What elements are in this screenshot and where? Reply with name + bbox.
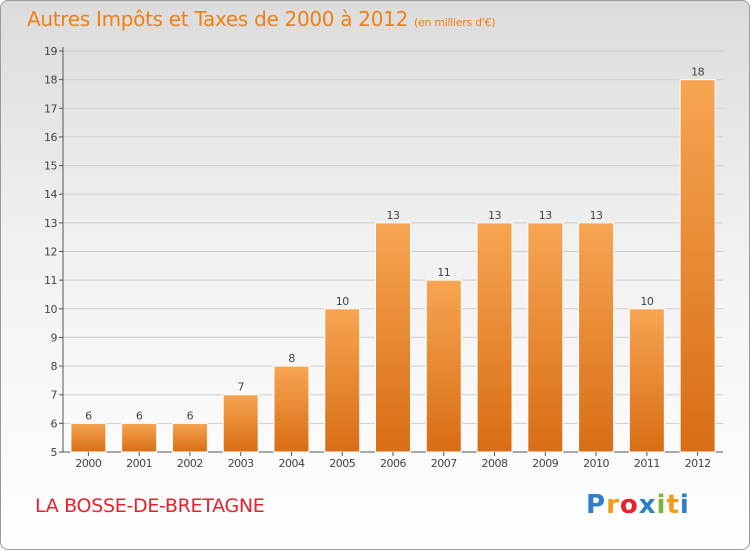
bar-value-label: 10: [336, 295, 349, 308]
logo-letter: o: [619, 490, 639, 520]
x-tick-label: 2001: [126, 457, 152, 470]
logo-letter: x: [638, 490, 657, 520]
y-tick-label: 9: [51, 331, 58, 344]
bar: [578, 222, 615, 453]
bar: [425, 279, 462, 453]
logo-letter: P: [586, 490, 607, 520]
bar: [273, 365, 310, 453]
y-tick-label: 15: [44, 160, 57, 173]
x-tick-label: 2000: [75, 457, 101, 470]
x-tick-label: 2002: [177, 457, 203, 470]
y-tick-label: 12: [44, 246, 57, 259]
bar: [222, 394, 259, 453]
x-tick-label: 2005: [329, 457, 355, 470]
x-tick-label: 2010: [583, 457, 609, 470]
bar-value-label: 8: [288, 352, 295, 365]
x-tick-label: 2011: [634, 457, 660, 470]
bar: [679, 79, 716, 453]
bar-value-label: 11: [437, 266, 450, 279]
x-tick-label: 2009: [532, 457, 558, 470]
y-tick-label: 5: [51, 446, 58, 459]
y-tick-label: 16: [44, 131, 57, 144]
bar-value-label: 13: [590, 209, 603, 222]
x-tick-label: 2006: [380, 457, 406, 470]
logo-letter: t: [666, 490, 680, 520]
chart-title: Autres Impôts et Taxes de 2000 à 2012 (en…: [27, 7, 495, 31]
x-tick-label: 2008: [482, 457, 508, 470]
bar-value-label: 13: [539, 209, 552, 222]
bar: [476, 222, 513, 453]
y-tick-label: 11: [44, 274, 57, 287]
bar-value-label: 13: [488, 209, 501, 222]
bar: [121, 422, 158, 453]
x-tick-label: 2003: [228, 457, 254, 470]
y-tick-label: 18: [44, 74, 57, 87]
bar-value-label: 18: [691, 66, 704, 79]
y-tick-label: 8: [51, 360, 58, 373]
logo-letter: i: [679, 490, 690, 520]
bar-value-label: 7: [237, 381, 244, 394]
bar-value-label: 13: [387, 209, 400, 222]
x-tick-label: 2012: [685, 457, 711, 470]
bar-value-label: 6: [187, 409, 194, 422]
bar: [70, 422, 107, 453]
bar-value-label: 6: [136, 409, 143, 422]
y-tick-label: 19: [44, 45, 57, 58]
y-tick-label: 7: [51, 389, 58, 402]
logo-letter: r: [606, 490, 620, 520]
chart-unit: (en milliers d'€): [414, 16, 496, 29]
x-tick-label: 2004: [278, 457, 304, 470]
bar: [375, 222, 411, 453]
bar: [628, 308, 665, 453]
bar: [171, 422, 208, 453]
chart-title-text: Autres Impôts et Taxes de 2000 à 2012: [27, 7, 408, 31]
y-tick-label: 13: [44, 217, 57, 230]
logo-letter: i: [656, 490, 667, 520]
y-tick-label: 10: [44, 303, 57, 316]
bar-value-label: 6: [85, 409, 92, 422]
y-tick-label: 6: [51, 417, 58, 430]
proxiti-logo: Proxiti: [586, 490, 690, 520]
bar: [324, 308, 361, 453]
bar: [527, 222, 564, 453]
y-tick-label: 17: [44, 102, 57, 115]
bar-value-label: 10: [640, 295, 653, 308]
y-tick-label: 14: [44, 188, 57, 201]
commune-name: LA BOSSE-DE-BRETAGNE: [35, 495, 265, 517]
x-tick-label: 2007: [431, 457, 457, 470]
